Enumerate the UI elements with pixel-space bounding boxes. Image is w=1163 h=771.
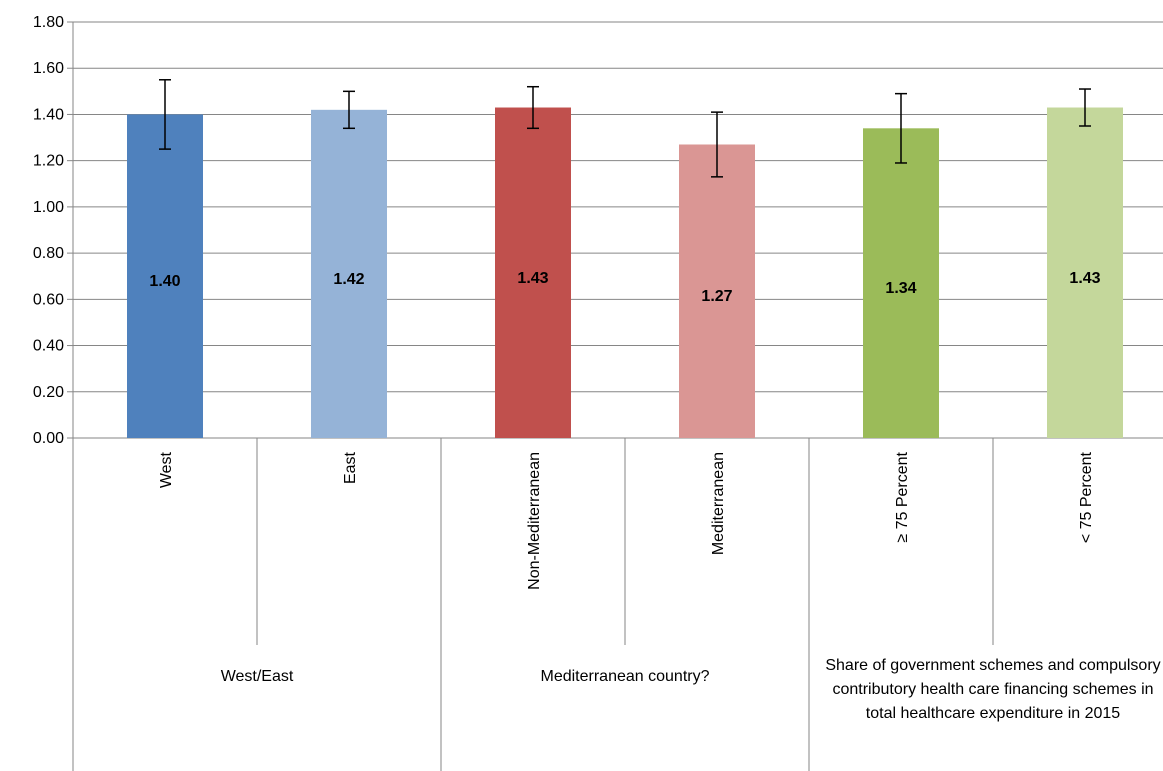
data-label: 1.42 [333, 271, 364, 288]
data-label: 1.34 [885, 280, 916, 297]
y-tick-label: 1.20 [33, 153, 64, 170]
y-tick-label: 0.60 [33, 291, 64, 308]
data-label: 1.43 [517, 270, 548, 287]
data-label: 1.27 [701, 288, 732, 305]
bar [1047, 107, 1123, 438]
y-tick-label: 0.20 [33, 384, 64, 401]
bar [863, 128, 939, 439]
y-tick-label: 0.40 [33, 338, 64, 355]
x-tick-label: Non-Mediterranean [526, 452, 543, 590]
data-label: 1.43 [1069, 270, 1100, 287]
y-tick-label: 0.80 [33, 245, 64, 262]
bar [679, 144, 755, 438]
x-tick-label: Mediterranean [710, 452, 727, 555]
y-tick-label: 1.40 [33, 106, 64, 123]
y-tick-label: 1.80 [33, 14, 64, 31]
group-label: Share of government schemes and compulso… [825, 657, 1161, 722]
y-tick-label: 1.60 [33, 60, 64, 77]
group-label: Mediterranean country? [540, 668, 710, 685]
x-tick-label: < 75 Percent [1078, 451, 1095, 543]
y-tick-label: 1.00 [33, 199, 64, 216]
x-tick-label: West [158, 451, 175, 488]
y-tick-label: 0.00 [33, 430, 64, 447]
data-label: 1.40 [149, 273, 180, 290]
bar [311, 109, 387, 439]
x-tick-label: East [342, 451, 359, 484]
bar [495, 107, 571, 438]
group-label: West/East [220, 668, 294, 685]
bar [127, 114, 203, 438]
x-tick-label: ≥ 75 Percent [894, 451, 911, 542]
